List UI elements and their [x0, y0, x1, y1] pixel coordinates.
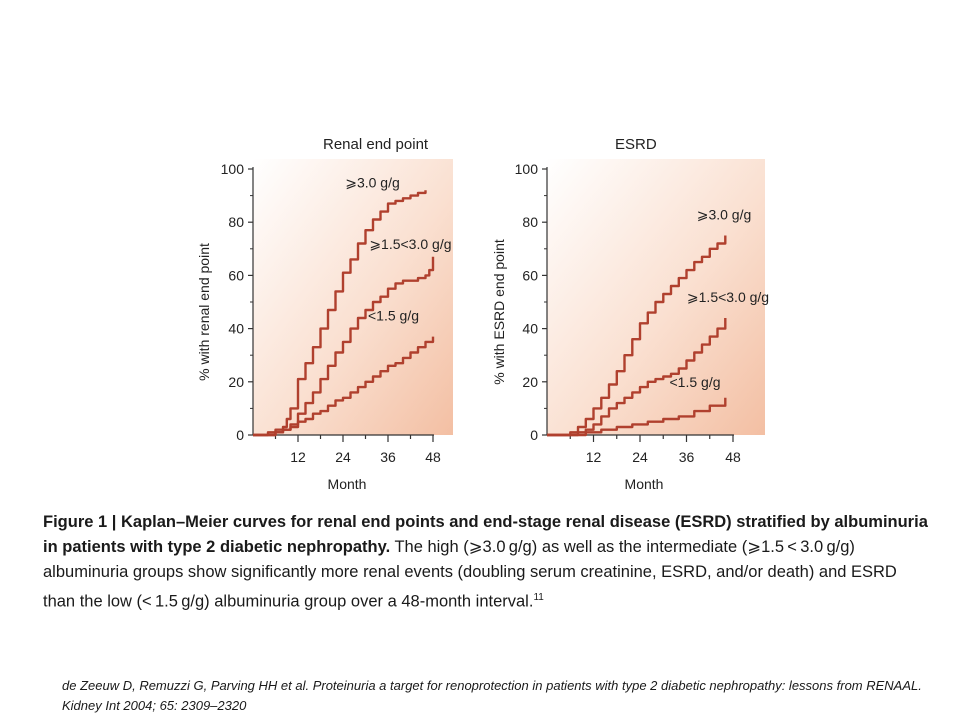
chart-svg: Renal end point 0 20 40 60 80 100 12 24 36 48 Month…: [196, 136, 453, 492]
series-line-3: [547, 397, 727, 437]
plot-background: [253, 159, 453, 435]
y-tick-label: 100: [221, 161, 245, 177]
x-tick-label: 48: [425, 449, 441, 465]
y-tick-label: 100: [515, 161, 539, 177]
series-annotation-3: <1.5 g/g: [368, 308, 419, 324]
reference-citation: de Zeeuw D, Remuzzi G, Parving HH et al.…: [62, 678, 922, 713]
figure-label: Figure 1: [43, 513, 108, 531]
x-tick-label: 36: [679, 449, 695, 465]
citation-superscript: 11: [533, 592, 544, 603]
y-tick-label: 60: [228, 267, 244, 283]
y-tick-label: 0: [236, 427, 244, 443]
figure-body: The high (⩾3.0 g/g) as well as the inter…: [43, 538, 897, 611]
y-tick-label: 40: [228, 321, 244, 337]
chart-title: ESRD: [615, 136, 657, 153]
series-line-3: [253, 336, 435, 437]
series-annotation-3: <1.5 g/g: [670, 374, 721, 390]
y-tick-label: 20: [522, 374, 538, 390]
x-tick-label: 12: [586, 449, 602, 465]
y-tick-label: 80: [228, 214, 244, 230]
series-line-2: [253, 256, 435, 437]
plot-background: [547, 159, 765, 435]
series-line-2: [547, 318, 727, 437]
x-tick-label: 48: [725, 449, 741, 465]
x-tick-label: 24: [632, 449, 648, 465]
y-tick-label: 80: [522, 214, 538, 230]
x-axis-label: Month: [328, 476, 367, 492]
series-line-1: [547, 235, 727, 437]
y-tick-label: 60: [522, 267, 538, 283]
figure-title: Kaplan–Meier curves for renal end points…: [43, 513, 928, 556]
x-tick-label: 24: [335, 449, 351, 465]
x-tick-label: 12: [290, 449, 306, 465]
chart-title: Renal end point: [323, 136, 429, 153]
y-tick-label: 20: [228, 374, 244, 390]
series-annotation-1: ⩾3.0 g/g: [345, 175, 400, 191]
esrd-chart: ESRD 0 20 40 60 80 100 12 24 36 48 Month % with ESRD…: [490, 125, 780, 510]
y-tick-label: 0: [530, 427, 538, 443]
series-line-1: [253, 190, 427, 437]
y-axis-label: % with renal end point: [196, 243, 212, 381]
y-tick-label: 40: [522, 321, 538, 337]
series-annotation-1: ⩾3.0 g/g: [697, 207, 752, 223]
x-tick-label: 36: [380, 449, 396, 465]
y-axis-label: % with ESRD end point: [491, 239, 507, 385]
series-annotation-2: ⩾1.5<3.0 g/g: [687, 289, 769, 305]
renal-end-point-chart: Renal end point 0 20 40 60 80 100 12 24 36 48 Month…: [195, 125, 485, 510]
series-annotation-2: ⩾1.5<3.0 g/g: [369, 236, 451, 252]
chart-svg: ESRD 0 20 40 60 80 100 12 24 36 48 Month % with ESRD…: [491, 136, 769, 492]
figure-caption: Figure 1 | Kaplan–Meier curves for renal…: [43, 510, 928, 615]
x-axis-label: Month: [625, 476, 664, 492]
caption-separator: |: [107, 513, 121, 531]
